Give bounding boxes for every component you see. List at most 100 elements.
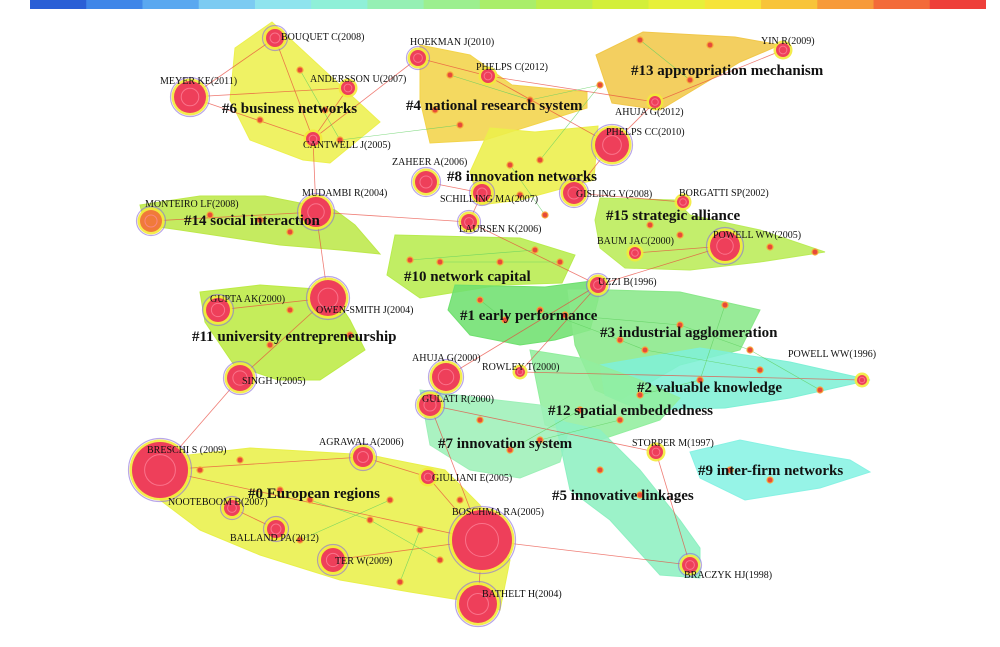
- node-mudambi[interactable]: [296, 192, 336, 232]
- minor-node[interactable]: [456, 496, 464, 504]
- node-borgatti[interactable]: [674, 193, 692, 211]
- minor-node[interactable]: [636, 491, 644, 499]
- minor-node[interactable]: [446, 71, 454, 79]
- node-bathelt[interactable]: [454, 580, 502, 628]
- minor-node[interactable]: [531, 246, 539, 254]
- node-powell1996[interactable]: [854, 372, 870, 388]
- node-ahuja2000[interactable]: [427, 358, 465, 396]
- node-rowley[interactable]: [512, 364, 528, 380]
- minor-node[interactable]: [501, 316, 509, 324]
- node-andersson[interactable]: [338, 78, 358, 98]
- minor-node[interactable]: [726, 466, 734, 474]
- minor-node[interactable]: [296, 66, 304, 74]
- minor-node[interactable]: [516, 191, 524, 199]
- node-yin[interactable]: [773, 40, 793, 60]
- minor-node[interactable]: [811, 248, 819, 256]
- minor-node[interactable]: [636, 391, 644, 399]
- minor-node[interactable]: [616, 416, 624, 424]
- minor-node[interactable]: [431, 106, 439, 114]
- minor-node[interactable]: [286, 228, 294, 236]
- minor-node[interactable]: [756, 366, 764, 374]
- minor-node[interactable]: [206, 211, 214, 219]
- minor-node[interactable]: [536, 436, 544, 444]
- minor-node[interactable]: [676, 321, 684, 329]
- node-gulati[interactable]: [414, 389, 446, 421]
- minor-node[interactable]: [276, 486, 284, 494]
- minor-node[interactable]: [306, 496, 314, 504]
- node-singh[interactable]: [222, 360, 258, 396]
- node-gupta[interactable]: [201, 293, 235, 327]
- minor-node[interactable]: [456, 121, 464, 129]
- minor-node[interactable]: [596, 81, 604, 89]
- minor-node[interactable]: [396, 578, 404, 586]
- node-cantwell[interactable]: [303, 129, 323, 149]
- minor-node[interactable]: [636, 36, 644, 44]
- minor-node[interactable]: [816, 386, 824, 394]
- minor-node[interactable]: [346, 331, 354, 339]
- minor-node[interactable]: [536, 156, 544, 164]
- minor-node[interactable]: [641, 346, 649, 354]
- node-monteiro[interactable]: [135, 205, 167, 237]
- minor-node[interactable]: [336, 136, 344, 144]
- node-phelpsc[interactable]: [478, 66, 498, 86]
- minor-node[interactable]: [556, 258, 564, 266]
- node-hoekman[interactable]: [405, 45, 431, 71]
- node-boschma[interactable]: [447, 505, 517, 575]
- node-baum[interactable]: [626, 244, 644, 262]
- minor-node[interactable]: [561, 311, 569, 319]
- minor-node[interactable]: [526, 96, 534, 104]
- node-gisling[interactable]: [558, 177, 590, 209]
- node-braczyk[interactable]: [677, 552, 703, 578]
- minor-node[interactable]: [536, 306, 544, 314]
- node-owensmith[interactable]: [305, 275, 351, 321]
- minor-node[interactable]: [256, 116, 264, 124]
- minor-node[interactable]: [406, 256, 414, 264]
- minor-node[interactable]: [436, 258, 444, 266]
- minor-node[interactable]: [676, 231, 684, 239]
- node-uzzi[interactable]: [585, 272, 611, 298]
- node-laursen[interactable]: [456, 209, 482, 235]
- minor-node[interactable]: [196, 466, 204, 474]
- minor-node[interactable]: [696, 376, 704, 384]
- minor-node[interactable]: [506, 446, 514, 454]
- minor-node[interactable]: [496, 258, 504, 266]
- minor-node[interactable]: [686, 76, 694, 84]
- minor-node[interactable]: [416, 526, 424, 534]
- minor-node[interactable]: [596, 466, 604, 474]
- minor-node[interactable]: [476, 296, 484, 304]
- minor-node[interactable]: [286, 306, 294, 314]
- minor-node[interactable]: [266, 341, 274, 349]
- minor-node[interactable]: [646, 221, 654, 229]
- minor-node[interactable]: [766, 476, 774, 484]
- node-powell2005[interactable]: [705, 226, 745, 266]
- minor-node[interactable]: [706, 41, 714, 49]
- minor-node[interactable]: [321, 106, 329, 114]
- minor-node[interactable]: [476, 416, 484, 424]
- minor-node[interactable]: [366, 516, 374, 524]
- node-storper[interactable]: [646, 442, 666, 462]
- node-zaheer[interactable]: [410, 166, 442, 198]
- minor-node[interactable]: [576, 406, 584, 414]
- minor-node[interactable]: [386, 496, 394, 504]
- minor-node[interactable]: [721, 301, 729, 309]
- node-giuliani[interactable]: [418, 467, 438, 487]
- minor-node[interactable]: [541, 211, 549, 219]
- minor-node[interactable]: [236, 456, 244, 464]
- node-ter[interactable]: [316, 543, 350, 577]
- minor-node[interactable]: [436, 556, 444, 564]
- node-schilling[interactable]: [468, 179, 496, 207]
- node-meyer[interactable]: [169, 76, 211, 118]
- node-agrawal[interactable]: [348, 442, 378, 472]
- minor-node[interactable]: [256, 216, 264, 224]
- node-nooteboom[interactable]: [219, 495, 245, 521]
- minor-node[interactable]: [296, 536, 304, 544]
- minor-node[interactable]: [506, 161, 514, 169]
- node-phelpscc[interactable]: [590, 123, 634, 167]
- minor-node[interactable]: [616, 336, 624, 344]
- node-balland[interactable]: [262, 515, 290, 543]
- minor-node[interactable]: [746, 346, 754, 354]
- minor-node[interactable]: [766, 243, 774, 251]
- node-bouquet[interactable]: [261, 24, 289, 52]
- node-ahuja2012[interactable]: [646, 93, 664, 111]
- node-breschi[interactable]: [127, 437, 193, 503]
